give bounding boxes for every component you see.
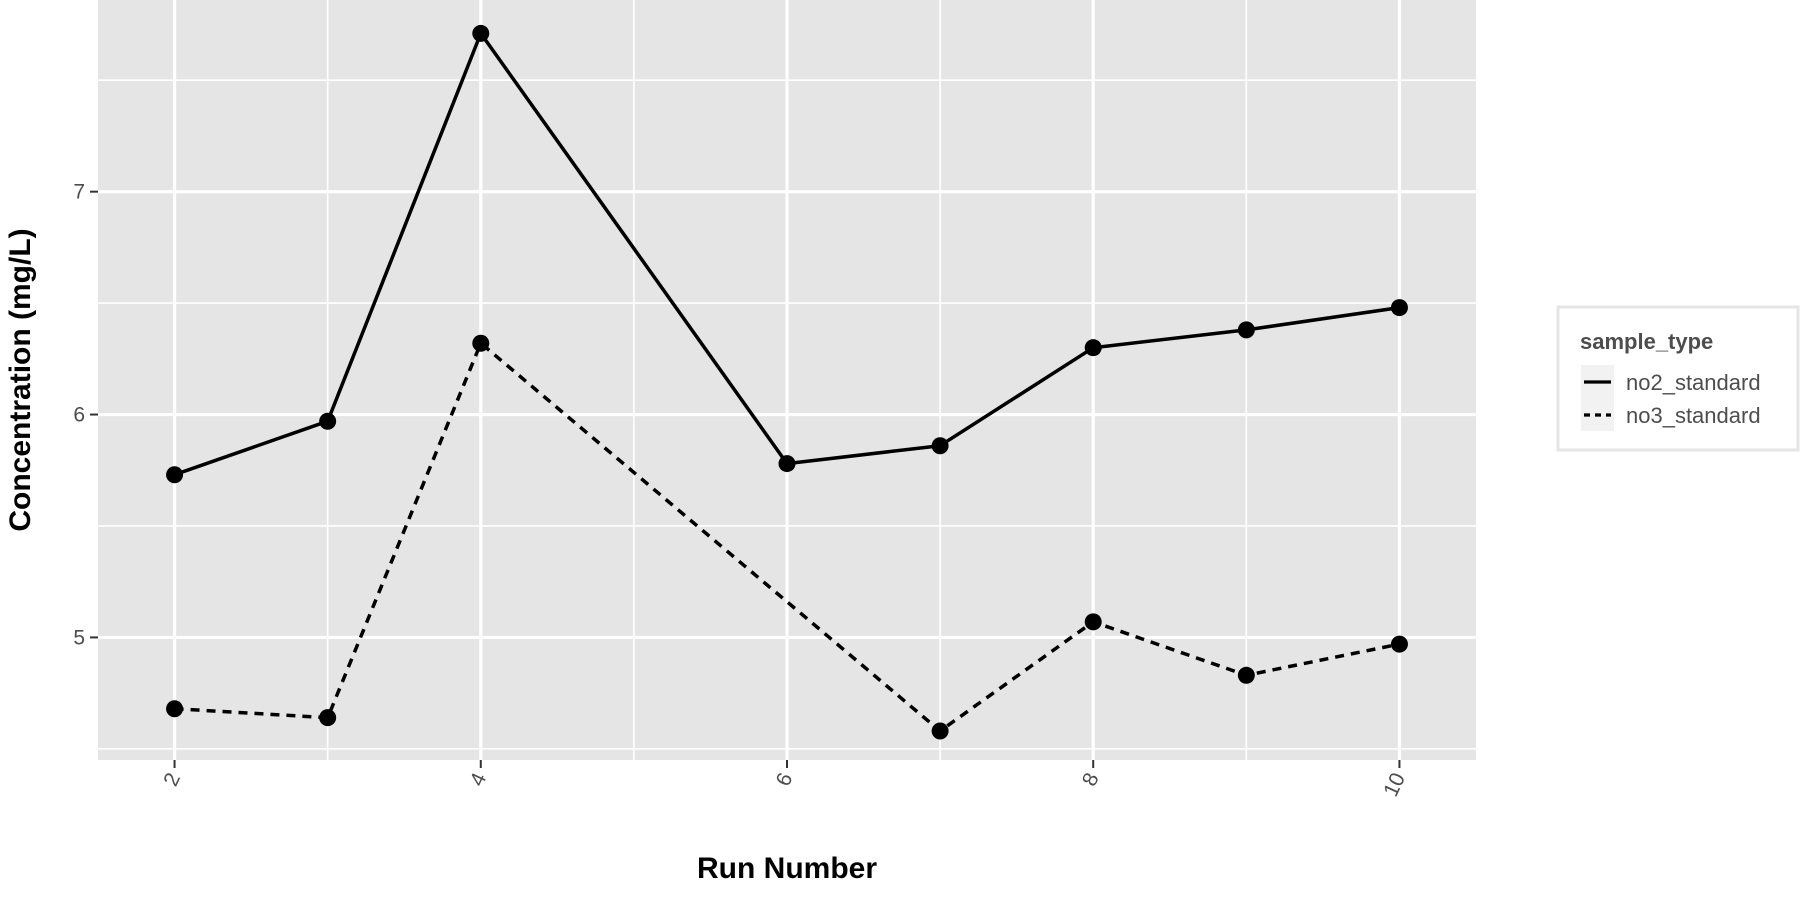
x-axis-title: Run Number [697, 852, 877, 885]
data-point-no3_standard [931, 722, 949, 740]
legend-label-no3: no3_standard [1626, 403, 1761, 428]
data-point-no3_standard [1390, 635, 1408, 653]
data-point-no2_standard [1390, 299, 1408, 317]
series-line-no2_standard [174, 31, 1400, 477]
data-point-no2_standard [1084, 339, 1102, 357]
legend-label-no2: no2_standard [1626, 370, 1761, 395]
legend-title: sample_type [1580, 329, 1713, 354]
y-tick-label: 5 [73, 626, 85, 649]
y-axis-title: Concentration (mg/L) [4, 228, 37, 531]
data-point-no2_standard [319, 412, 337, 430]
data-point-no3_standard [319, 709, 337, 727]
x-tick-label: 10 [1379, 769, 1410, 800]
data-point-no2_standard [166, 466, 184, 484]
y-tick-label: 7 [73, 181, 85, 204]
data-point-no2_standard [778, 455, 796, 473]
data-point-no3_standard [1084, 613, 1102, 631]
data-point-no2_standard [1237, 321, 1255, 339]
data-point-no3_standard [166, 700, 184, 718]
y-tick-label: 6 [73, 404, 85, 427]
grid-major [98, 0, 1476, 760]
x-tick-label: 2 [159, 769, 185, 789]
data-point-no2_standard [931, 437, 949, 455]
data-point-no3_standard [1237, 666, 1255, 684]
x-tick-label: 6 [772, 769, 798, 789]
legend: sample_type no2_standard no3_standard [1556, 305, 1800, 452]
data-point-no3_standard [472, 334, 490, 352]
axis-ticks [90, 190, 1401, 768]
x-tick-label: 8 [1078, 769, 1104, 789]
x-tick-label: 4 [466, 769, 492, 790]
data-point-no2_standard [472, 24, 490, 42]
series-points [166, 24, 1408, 740]
